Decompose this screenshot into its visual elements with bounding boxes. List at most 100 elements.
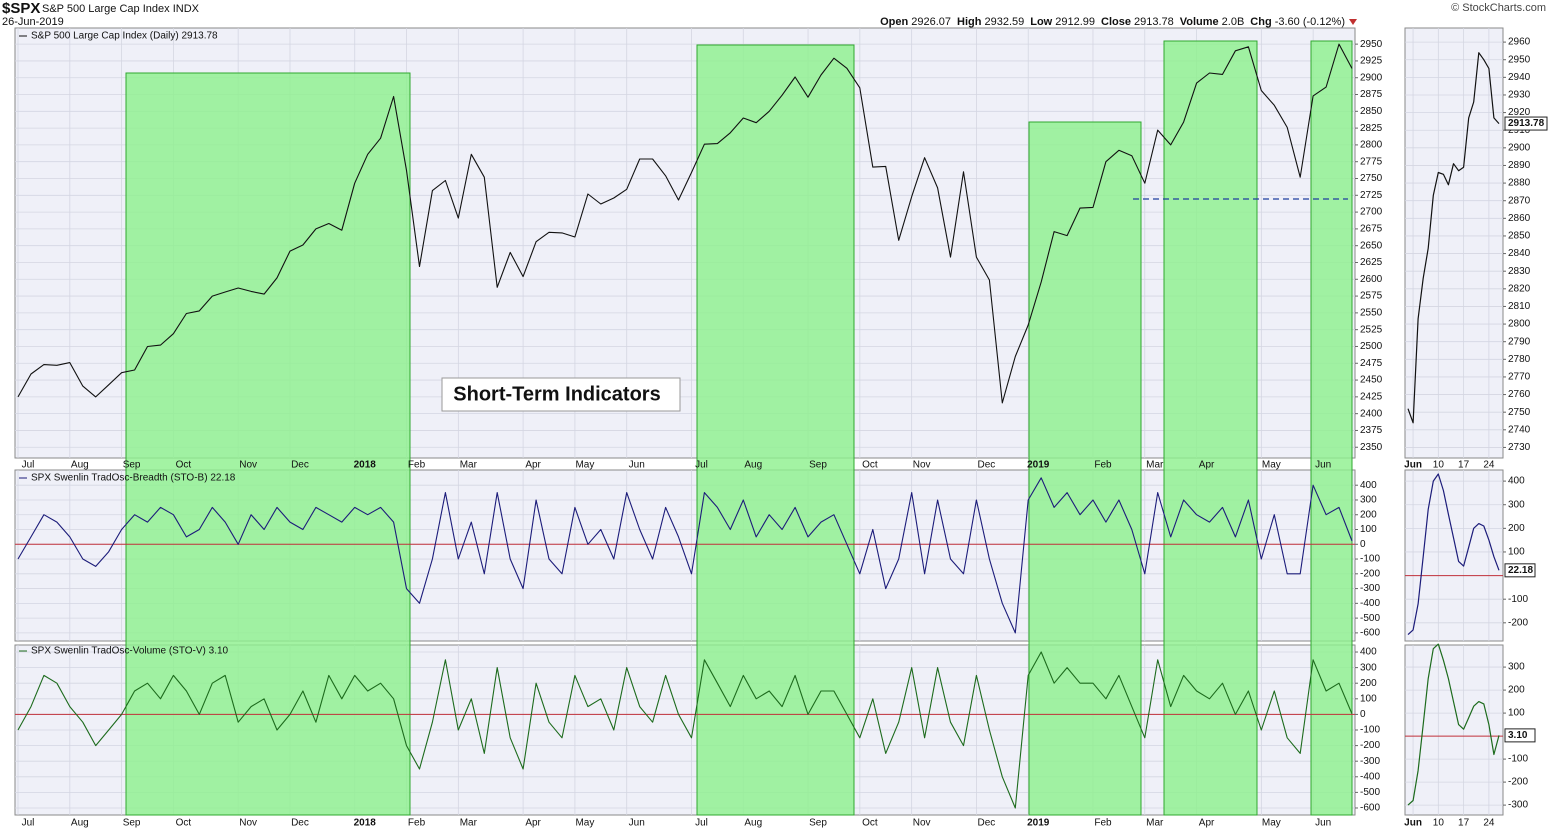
x-tick-label: Dec bbox=[291, 460, 309, 471]
x-tick-label: Oct bbox=[862, 460, 878, 471]
y-tick-label: -100 bbox=[1360, 725, 1380, 736]
y-tick-label: 2900 bbox=[1508, 142, 1531, 153]
y-tick-label: 0 bbox=[1360, 709, 1366, 720]
y-tick-label: 2860 bbox=[1508, 213, 1531, 224]
x-tick-label: Feb bbox=[1094, 818, 1112, 829]
y-tick-label: 2475 bbox=[1360, 358, 1383, 369]
x-tick-label: Jul bbox=[22, 818, 35, 829]
zoom-volume-panel bbox=[1404, 644, 1504, 816]
y-tick-label: 200 bbox=[1360, 678, 1377, 689]
last-value-label: 2913.78 bbox=[1508, 118, 1545, 129]
x-tick-label: Apr bbox=[525, 818, 541, 829]
exchange: INDX bbox=[173, 3, 200, 15]
y-tick-label: 2375 bbox=[1360, 425, 1383, 436]
quote-label: High bbox=[957, 16, 982, 28]
y-tick-label: -500 bbox=[1360, 787, 1380, 798]
name: S&P 500 Large Cap Index bbox=[42, 3, 170, 15]
quote-value: 2932.59 bbox=[984, 16, 1024, 28]
y-tick-label: 2725 bbox=[1360, 190, 1383, 201]
annotation-box bbox=[441, 377, 681, 412]
y-tick-label: 2500 bbox=[1360, 341, 1383, 352]
series-line bbox=[1407, 52, 1500, 424]
panel-title: S&P 500 Large Cap Index (Daily) 2913.78 bbox=[31, 31, 218, 42]
y-tick-label: 300 bbox=[1508, 662, 1525, 673]
y-tick-label: 2425 bbox=[1360, 392, 1383, 403]
y-tick-label: 2825 bbox=[1360, 123, 1383, 134]
last-value-label: 3.10 bbox=[1508, 730, 1528, 741]
x-tick-label: Jul bbox=[695, 460, 708, 471]
symbol: $SPX bbox=[2, 0, 40, 17]
x-tick-label: Jun bbox=[1404, 818, 1422, 829]
copyright: © StockCharts.com bbox=[1451, 2, 1546, 14]
quote-value: 2912.99 bbox=[1055, 16, 1095, 28]
y-tick-label: 2600 bbox=[1360, 274, 1383, 285]
panel-title: SPX Swenlin TradOsc-Breadth (STO-B) 22.1… bbox=[31, 473, 236, 484]
y-tick-label: 200 bbox=[1508, 523, 1525, 534]
signal-band bbox=[125, 72, 411, 816]
y-tick-label: 100 bbox=[1508, 547, 1525, 558]
y-tick-label: -400 bbox=[1360, 598, 1380, 609]
x-tick-label: May bbox=[1262, 460, 1281, 471]
x-tick-label: Mar bbox=[1146, 818, 1164, 829]
y-tick-label: 2700 bbox=[1360, 207, 1383, 218]
y-tick-label: 2350 bbox=[1360, 442, 1383, 453]
x-tick-label: 24 bbox=[1483, 460, 1495, 471]
y-tick-label: 2780 bbox=[1508, 354, 1531, 365]
signal-band bbox=[1163, 40, 1258, 816]
y-tick-label: 2800 bbox=[1508, 319, 1531, 330]
last-value-tag bbox=[1504, 563, 1536, 578]
security-name: S&P 500 Large Cap Index INDX bbox=[42, 3, 200, 15]
x-tick-label: Aug bbox=[744, 818, 762, 829]
x-tick-label: Oct bbox=[176, 460, 192, 471]
y-tick-label: 2890 bbox=[1508, 160, 1531, 171]
y-tick-label: -100 bbox=[1508, 594, 1528, 605]
y-tick-label: 2740 bbox=[1508, 424, 1531, 435]
x-tick-label: 17 bbox=[1458, 460, 1470, 471]
y-tick-label: 2850 bbox=[1508, 231, 1531, 242]
y-tick-label: -200 bbox=[1360, 568, 1380, 579]
y-tick-label: 2550 bbox=[1360, 308, 1383, 319]
y-tick-label: 2840 bbox=[1508, 248, 1531, 259]
y-tick-label: -300 bbox=[1360, 583, 1380, 594]
x-tick-label: 24 bbox=[1483, 818, 1495, 829]
x-tick-label: Apr bbox=[1199, 818, 1215, 829]
x-tick-label: Sep bbox=[123, 460, 141, 471]
y-tick-label: -200 bbox=[1508, 617, 1528, 628]
y-tick-label: -300 bbox=[1360, 756, 1380, 767]
y-tick-label: 2960 bbox=[1508, 37, 1531, 48]
x-tick-label: 17 bbox=[1458, 818, 1470, 829]
y-tick-label: -200 bbox=[1360, 740, 1380, 751]
y-tick-label: 2750 bbox=[1508, 407, 1531, 418]
x-tick-label: Dec bbox=[978, 460, 996, 471]
x-tick-label: Oct bbox=[176, 818, 192, 829]
x-tick-label: May bbox=[575, 818, 594, 829]
y-tick-label: 0 bbox=[1360, 539, 1366, 550]
x-tick-label: Feb bbox=[408, 818, 426, 829]
y-tick-label: 200 bbox=[1360, 509, 1377, 520]
x-tick-label: May bbox=[1262, 818, 1281, 829]
x-tick-label: Apr bbox=[1199, 460, 1215, 471]
zoom-price-panel bbox=[1404, 27, 1504, 459]
x-tick-label: Nov bbox=[239, 460, 257, 471]
x-tick-label: Dec bbox=[291, 818, 309, 829]
quote-label: Close bbox=[1101, 16, 1131, 28]
x-tick-label: Sep bbox=[809, 818, 827, 829]
x-tick-label: Oct bbox=[862, 818, 878, 829]
signal-band bbox=[696, 44, 855, 816]
y-tick-label: -100 bbox=[1360, 554, 1380, 565]
x-tick-label: 10 bbox=[1433, 818, 1445, 829]
y-tick-label: 2920 bbox=[1508, 107, 1531, 118]
x-tick-label: Sep bbox=[123, 818, 141, 829]
x-tick-label: Feb bbox=[408, 460, 426, 471]
y-tick-label: 2450 bbox=[1360, 375, 1383, 386]
y-tick-label: 400 bbox=[1508, 476, 1525, 487]
series-line bbox=[1407, 643, 1500, 806]
y-tick-label: 300 bbox=[1508, 499, 1525, 510]
y-tick-label: 2675 bbox=[1360, 224, 1383, 235]
x-tick-label: Jun bbox=[629, 460, 645, 471]
y-tick-label: 2810 bbox=[1508, 301, 1531, 312]
y-tick-label: 2930 bbox=[1508, 90, 1531, 101]
y-tick-label: 2820 bbox=[1508, 283, 1531, 294]
annotation: Short-Term Indicators bbox=[453, 383, 660, 405]
